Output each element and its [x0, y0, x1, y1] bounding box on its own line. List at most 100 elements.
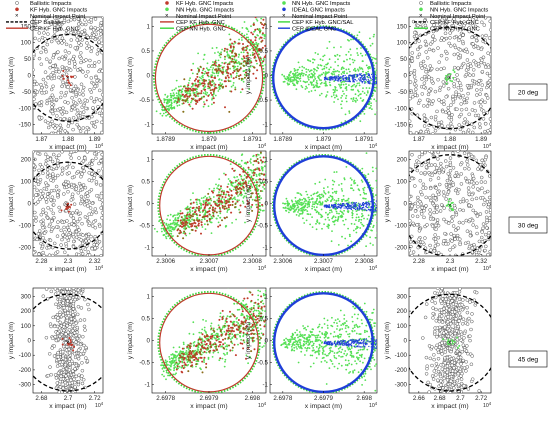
nn-impact-point [196, 203, 199, 206]
nn-impact-point [218, 178, 221, 181]
kf-impact-point [246, 175, 249, 178]
ideal-impact-point [358, 208, 360, 210]
nn-impact-point [312, 61, 314, 64]
nn-impact-point [166, 95, 169, 97]
nn-impact-point [362, 60, 364, 62]
ballistic-impact-point [427, 75, 431, 79]
kf-impact-point [239, 74, 242, 77]
nn-impact-point [166, 107, 169, 110]
ballistic-impact-point [60, 237, 64, 242]
ballistic-impact-point [85, 151, 90, 154]
ballistic-impact-point [77, 181, 82, 186]
ideal-impact-point [338, 207, 340, 209]
ideal-impact-point [326, 206, 328, 208]
ballistic-impact-point [479, 47, 484, 52]
ballistic-impact-point [93, 37, 98, 42]
ideal-impact-point [360, 207, 362, 209]
nn-impact-point [307, 83, 310, 86]
ballistic-impact-point [56, 158, 60, 163]
ballistic-impact-point [89, 96, 94, 100]
nn-impact-point [325, 63, 327, 66]
nn-impact-point [324, 71, 327, 73]
kf-impact-point [254, 199, 256, 202]
nn-impact-point [219, 216, 222, 219]
nn-impact-point [361, 54, 364, 57]
ballistic-impact-point [423, 236, 427, 240]
ballistic-impact-point [451, 214, 455, 219]
nn-impact-point [365, 234, 368, 237]
kf-impact-point [66, 75, 69, 78]
kf-impact-point [218, 188, 221, 191]
ideal-impact-point [340, 80, 342, 82]
nn-impact-point [358, 82, 360, 84]
nn-impact-point [340, 83, 342, 86]
nn-impact-point [234, 181, 237, 184]
nn-impact-point [238, 53, 241, 56]
ideal-impact-point [353, 205, 355, 207]
nn-impact-point [339, 86, 342, 89]
nn-impact-point [305, 68, 308, 71]
ideal-impact-point [345, 80, 347, 82]
ballistic-impact-point [436, 242, 440, 247]
nn-impact-point [263, 188, 266, 190]
nn-impact-point [332, 94, 335, 96]
nn-impact-point [355, 216, 358, 219]
kf-impact-point [218, 207, 221, 209]
nn-impact-point [303, 66, 305, 69]
ballistic-impact-point [100, 152, 103, 157]
ideal-impact-point [376, 76, 377, 78]
nn-impact-point [318, 79, 321, 81]
nn-impact-point [187, 101, 189, 104]
ballistic-impact-point [488, 249, 491, 254]
ideal-impact-point [343, 77, 345, 79]
nn-impact-point [263, 37, 266, 40]
ideal-impact-point [335, 79, 337, 81]
nn-impact-point [311, 76, 313, 79]
ballistic-impact-point [453, 45, 458, 50]
nn-impact-point [295, 214, 298, 216]
nn-impact-point [318, 196, 321, 198]
nn-impact-point [188, 232, 191, 235]
ballistic-impact-point [93, 125, 98, 129]
ballistic-impact-point [450, 239, 454, 243]
ballistic-impact-point [70, 120, 74, 125]
nn-impact-point [206, 91, 209, 94]
nn-impact-point [262, 57, 265, 60]
ballistic-impact-point [456, 174, 461, 179]
nn-impact-point [188, 219, 190, 222]
nn-impact-point [326, 91, 329, 93]
kf-impact-point [206, 219, 209, 222]
ideal-impact-point [326, 78, 328, 80]
nn-impact-point [452, 69, 455, 72]
ballistic-impact-point [442, 17, 447, 21]
nn-impact-point [169, 232, 171, 235]
ballistic-impact-point [100, 130, 103, 134]
nn-impact-point [315, 192, 318, 195]
nn-impact-point [303, 197, 305, 200]
ballistic-impact-point [458, 35, 462, 39]
ballistic-impact-point [410, 204, 414, 208]
ballistic-impact-point [462, 120, 466, 125]
ideal-impact-point [358, 203, 360, 205]
nn-impact-point [227, 183, 230, 186]
nn-impact-point [334, 202, 337, 204]
x-tick-label: 1.89 [89, 136, 102, 143]
ballistic-impact-point [92, 176, 96, 180]
nn-impact-point [172, 220, 175, 222]
ballistic-impact-point [449, 103, 453, 107]
nn-impact-point [291, 80, 293, 83]
kf-impact-point [188, 213, 191, 216]
nn-impact-point [226, 211, 229, 213]
nn-impact-point [307, 78, 310, 81]
ballistic-impact-point [40, 85, 44, 90]
ideal-impact-point [336, 206, 338, 208]
nn-impact-point [312, 58, 314, 61]
nn-impact-point [198, 81, 201, 84]
ballistic-impact-point [66, 189, 70, 194]
ballistic-impact-point [98, 98, 102, 102]
nn-impact-point [316, 195, 319, 198]
nn-impact-point [307, 59, 310, 62]
ballistic-impact-point [88, 206, 93, 210]
ballistic-impact-point [416, 23, 420, 28]
kf-impact-point [191, 107, 194, 110]
